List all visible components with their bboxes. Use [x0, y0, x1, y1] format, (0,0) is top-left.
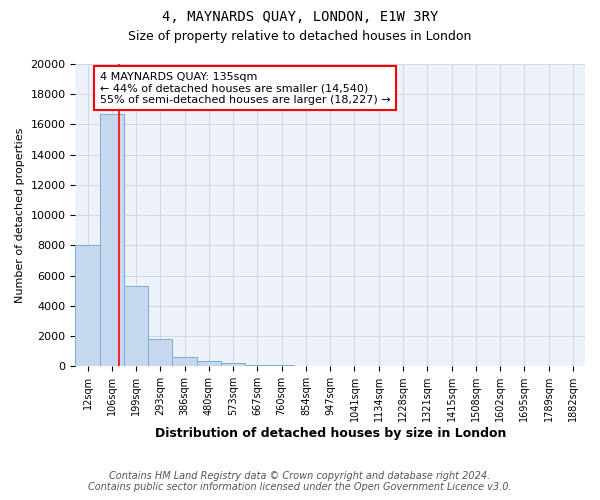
Bar [100, 114, 124, 366]
Bar [172, 357, 197, 366]
Bar [221, 363, 245, 366]
Bar [197, 361, 221, 366]
Bar [245, 364, 269, 366]
Text: 4, MAYNARDS QUAY, LONDON, E1W 3RY: 4, MAYNARDS QUAY, LONDON, E1W 3RY [162, 10, 438, 24]
Text: Contains HM Land Registry data © Crown copyright and database right 2024.
Contai: Contains HM Land Registry data © Crown c… [88, 471, 512, 492]
Text: 4 MAYNARDS QUAY: 135sqm
← 44% of detached houses are smaller (14,540)
55% of sem: 4 MAYNARDS QUAY: 135sqm ← 44% of detache… [100, 72, 390, 105]
Y-axis label: Number of detached properties: Number of detached properties [15, 128, 25, 303]
Bar [148, 339, 172, 366]
X-axis label: Distribution of detached houses by size in London: Distribution of detached houses by size … [155, 427, 506, 440]
Bar [76, 244, 100, 366]
Text: Size of property relative to detached houses in London: Size of property relative to detached ho… [128, 30, 472, 43]
Bar [124, 286, 148, 366]
